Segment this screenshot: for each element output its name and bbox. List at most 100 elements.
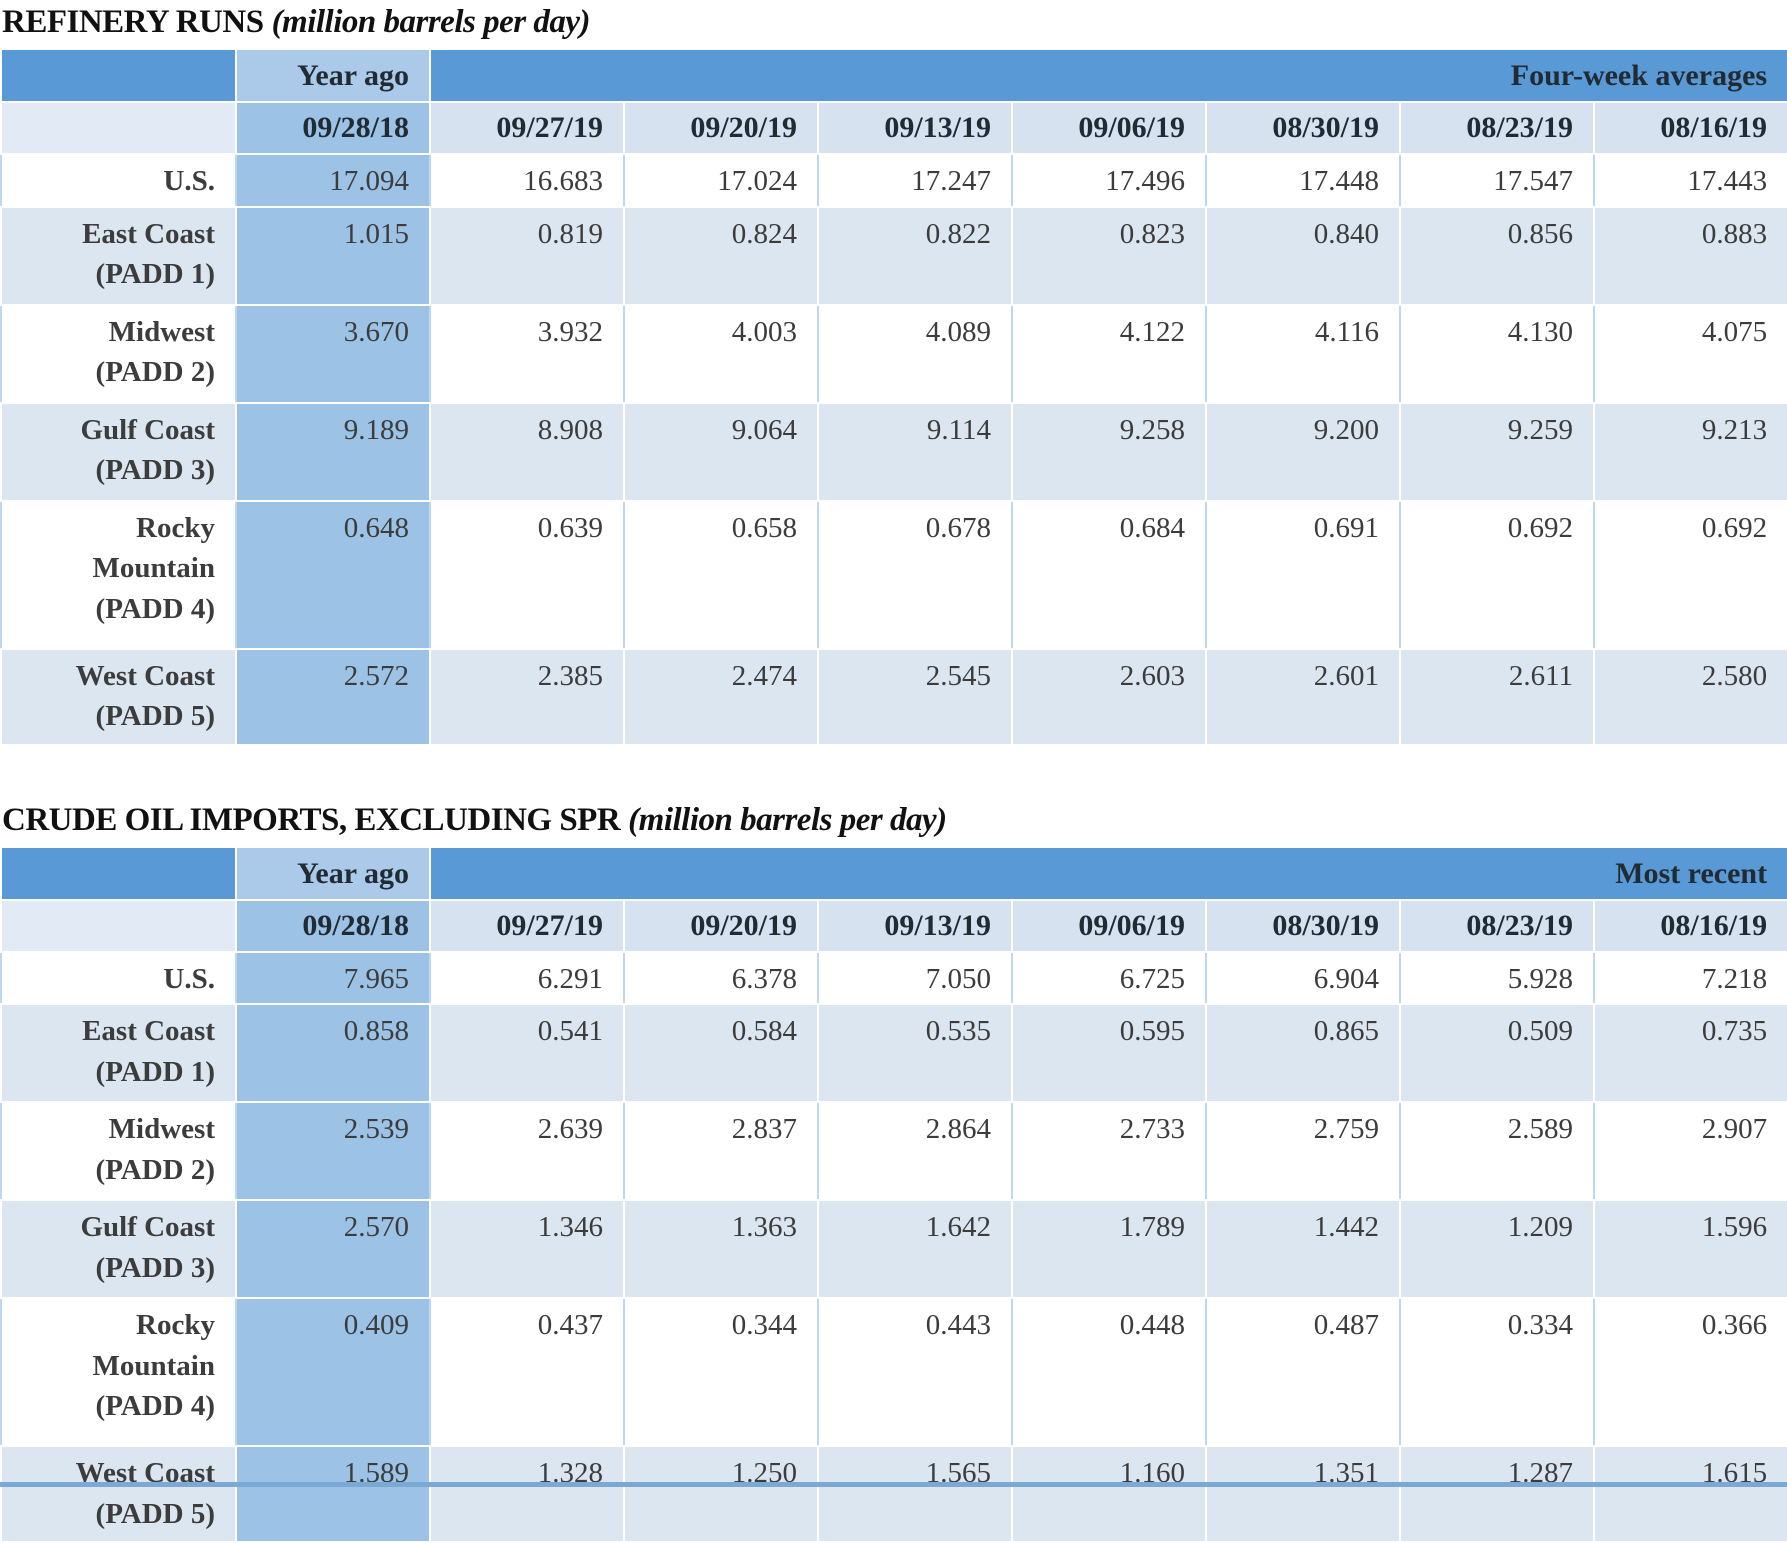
row-label: U.S. bbox=[0, 950, 237, 1006]
date-header: 08/30/19 bbox=[1205, 898, 1401, 953]
cell-value: 0.448 bbox=[1011, 1297, 1207, 1448]
cell-value: 2.580 bbox=[1592, 647, 1787, 746]
cell-value: 1.363 bbox=[623, 1199, 819, 1300]
cell-value: 9.200 bbox=[1205, 401, 1401, 502]
dates-row: 09/28/18 09/27/19 09/20/19 09/13/19 09/0… bbox=[0, 898, 1787, 953]
cell-year-ago: 1.589 bbox=[235, 1445, 431, 1543]
cell-value: 0.639 bbox=[429, 499, 625, 650]
row-label: Midwest (PADD 2) bbox=[0, 303, 237, 404]
cell-value: 5.928 bbox=[1399, 950, 1595, 1006]
cell-year-ago: 3.670 bbox=[235, 303, 431, 404]
cell-value: 17.448 bbox=[1205, 153, 1401, 208]
cell-value: 17.247 bbox=[817, 153, 1013, 208]
table-row-east-coast: East Coast (PADD 1) 0.858 0.541 0.584 0.… bbox=[0, 1003, 1787, 1104]
cell-value: 1.642 bbox=[817, 1199, 1013, 1300]
next-table-band-edge bbox=[0, 1482, 1787, 1487]
cell-value: 9.213 bbox=[1592, 401, 1787, 502]
cell-year-ago: 0.409 bbox=[235, 1297, 431, 1448]
date-header: 09/28/18 bbox=[235, 898, 431, 953]
cell-value: 2.589 bbox=[1399, 1101, 1595, 1202]
cell-value: 16.683 bbox=[429, 153, 625, 208]
cell-value: 17.496 bbox=[1011, 153, 1207, 208]
cell-value: 2.639 bbox=[429, 1101, 625, 1202]
cell-value: 2.545 bbox=[817, 647, 1013, 746]
crude-imports-title-text: CRUDE OIL IMPORTS, EXCLUDING SPR bbox=[2, 801, 621, 838]
row-label: Rocky Mountain (PADD 4) bbox=[0, 1297, 237, 1448]
cell-value: 4.075 bbox=[1592, 303, 1787, 404]
table-row-us: U.S. 7.965 6.291 6.378 7.050 6.725 6.904… bbox=[0, 950, 1787, 1006]
cell-value: 1.328 bbox=[429, 1445, 625, 1543]
cell-year-ago: 2.570 bbox=[235, 1199, 431, 1300]
cell-value: 7.050 bbox=[817, 950, 1013, 1006]
date-header: 09/06/19 bbox=[1011, 101, 1207, 155]
cell-value: 17.443 bbox=[1592, 153, 1787, 208]
cell-value: 1.160 bbox=[1011, 1445, 1207, 1543]
cell-value: 0.735 bbox=[1592, 1003, 1787, 1104]
cell-value: 2.611 bbox=[1399, 647, 1595, 746]
date-header: 09/06/19 bbox=[1011, 898, 1207, 953]
table-row-east-coast: East Coast (PADD 1) 1.015 0.819 0.824 0.… bbox=[0, 205, 1787, 306]
cell-value: 9.114 bbox=[817, 401, 1013, 502]
cell-year-ago: 0.648 bbox=[235, 499, 431, 650]
table-row-rocky-mountain: Rocky Mountain (PADD 4) 0.409 0.437 0.34… bbox=[0, 1297, 1787, 1448]
cell-value: 0.334 bbox=[1399, 1297, 1595, 1448]
table-row-us: U.S. 17.094 16.683 17.024 17.247 17.496 … bbox=[0, 153, 1787, 208]
cell-value: 0.541 bbox=[429, 1003, 625, 1104]
cell-value: 0.487 bbox=[1205, 1297, 1401, 1448]
dates-row: 09/28/18 09/27/19 09/20/19 09/13/19 09/0… bbox=[0, 101, 1787, 155]
cell-value: 0.344 bbox=[623, 1297, 819, 1448]
cell-value: 2.603 bbox=[1011, 647, 1207, 746]
cell-value: 1.789 bbox=[1011, 1199, 1207, 1300]
refinery-runs-table: Year ago Four-week averages 09/28/18 09/… bbox=[0, 48, 1787, 746]
date-header: 08/30/19 bbox=[1205, 101, 1401, 155]
cell-value: 17.024 bbox=[623, 153, 819, 208]
table-row-gulf-coast: Gulf Coast (PADD 3) 2.570 1.346 1.363 1.… bbox=[0, 1199, 1787, 1300]
band-corner-cell bbox=[0, 48, 237, 103]
date-header: 08/23/19 bbox=[1399, 898, 1595, 953]
row-label: Rocky Mountain (PADD 4) bbox=[0, 499, 237, 650]
cell-value: 0.443 bbox=[817, 1297, 1013, 1448]
cell-value: 2.385 bbox=[429, 647, 625, 746]
dates-corner-cell bbox=[0, 898, 237, 953]
cell-year-ago: 2.539 bbox=[235, 1101, 431, 1202]
cell-value: 8.908 bbox=[429, 401, 625, 502]
date-header: 09/13/19 bbox=[817, 101, 1013, 155]
cell-value: 17.547 bbox=[1399, 153, 1595, 208]
cell-value: 9.259 bbox=[1399, 401, 1595, 502]
refinery-runs-title-unit: (million barrels per day) bbox=[271, 4, 591, 40]
cell-value: 1.596 bbox=[1592, 1199, 1787, 1300]
cell-value: 1.287 bbox=[1399, 1445, 1595, 1543]
table-row-rocky-mountain: Rocky Mountain (PADD 4) 0.648 0.639 0.65… bbox=[0, 499, 1787, 650]
band-corner-cell bbox=[0, 845, 237, 901]
cell-value: 1.250 bbox=[623, 1445, 819, 1543]
date-header: 08/16/19 bbox=[1592, 101, 1787, 155]
table-row-gulf-coast: Gulf Coast (PADD 3) 9.189 8.908 9.064 9.… bbox=[0, 401, 1787, 502]
date-header: 08/23/19 bbox=[1399, 101, 1595, 155]
cell-value: 2.601 bbox=[1205, 647, 1401, 746]
cell-value: 2.837 bbox=[623, 1101, 819, 1202]
date-header: 09/28/18 bbox=[235, 101, 431, 155]
band-header-row: Year ago Four-week averages bbox=[0, 48, 1787, 103]
cell-value: 2.759 bbox=[1205, 1101, 1401, 1202]
cell-value: 0.819 bbox=[429, 205, 625, 306]
group-header: Four-week averages bbox=[428, 48, 1787, 103]
cell-value: 0.822 bbox=[817, 205, 1013, 306]
crude-imports-table: Year ago Most recent 09/28/18 09/27/19 0… bbox=[0, 845, 1787, 1543]
section-gap bbox=[0, 746, 1787, 800]
cell-year-ago: 9.189 bbox=[235, 401, 431, 502]
table-row-west-coast: West Coast (PADD 5) 2.572 2.385 2.474 2.… bbox=[0, 647, 1787, 746]
cell-value: 0.823 bbox=[1011, 205, 1207, 306]
date-header: 09/20/19 bbox=[623, 101, 819, 155]
cell-year-ago: 0.858 bbox=[235, 1003, 431, 1104]
cell-value: 0.366 bbox=[1592, 1297, 1787, 1448]
cell-value: 0.595 bbox=[1011, 1003, 1207, 1104]
row-label: U.S. bbox=[0, 153, 237, 208]
date-header: 08/16/19 bbox=[1592, 898, 1787, 953]
cell-value: 7.218 bbox=[1592, 950, 1787, 1006]
refinery-runs-title-text: REFINERY RUNS bbox=[2, 4, 264, 40]
cell-value: 6.904 bbox=[1205, 950, 1401, 1006]
cell-value: 0.840 bbox=[1205, 205, 1401, 306]
table-row-midwest: Midwest (PADD 2) 3.670 3.932 4.003 4.089… bbox=[0, 303, 1787, 404]
cell-value: 3.932 bbox=[429, 303, 625, 404]
cell-value: 9.258 bbox=[1011, 401, 1207, 502]
